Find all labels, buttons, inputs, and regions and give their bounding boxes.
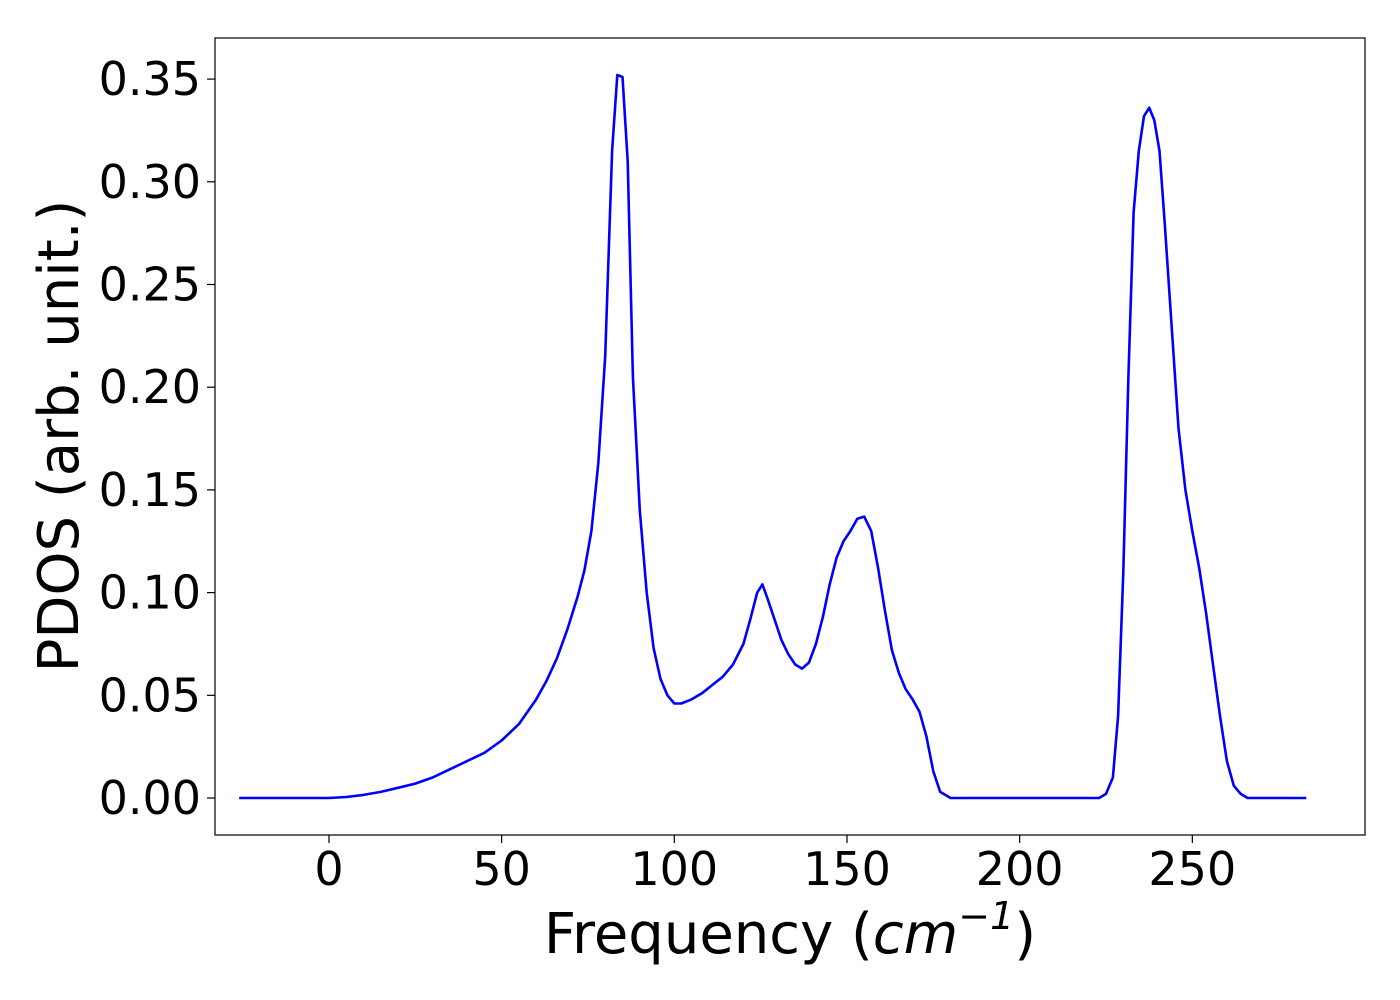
x-axis-unit-base: cm — [873, 902, 958, 967]
x-tick-label: 100 — [630, 842, 718, 896]
x-tick-label: 250 — [1148, 842, 1236, 896]
x-tick-label: 50 — [472, 842, 531, 896]
x-tick-label: 200 — [976, 842, 1064, 896]
x-tick-label: 150 — [803, 842, 891, 896]
series-layer — [239, 73, 1307, 800]
y-tick-label: 0.10 — [99, 566, 201, 620]
y-tick-label: 0.25 — [99, 257, 201, 311]
x-axis-title-text: Frequency — [544, 902, 833, 967]
y-tick-label: 0.15 — [99, 463, 201, 517]
y-tick-label: 0.00 — [99, 771, 201, 825]
y-tick-label: 0.30 — [99, 155, 201, 209]
x-axis-title-close-paren: ) — [1014, 902, 1036, 967]
y-tick-label: 0.05 — [99, 668, 201, 722]
x-tick-label: 0 — [314, 842, 343, 896]
y-axis: 0.00 0.05 0.10 0.15 0.20 0.25 0.30 0.35 — [99, 52, 215, 825]
pdos-series-line — [239, 73, 1307, 800]
x-axis-title-open-paren: ( — [833, 902, 873, 967]
x-axis: 0 50 100 150 200 250 — [314, 835, 1236, 896]
y-tick-label: 0.35 — [99, 52, 201, 106]
x-axis-unit-exponent: −1 — [958, 894, 1014, 938]
plot-area — [214, 37, 1366, 836]
x-axis-title: Frequency (cm−1) — [544, 894, 1036, 967]
y-tick-label: 0.20 — [99, 360, 201, 414]
y-axis-title: PDOS (arb. unit.) — [27, 200, 92, 673]
